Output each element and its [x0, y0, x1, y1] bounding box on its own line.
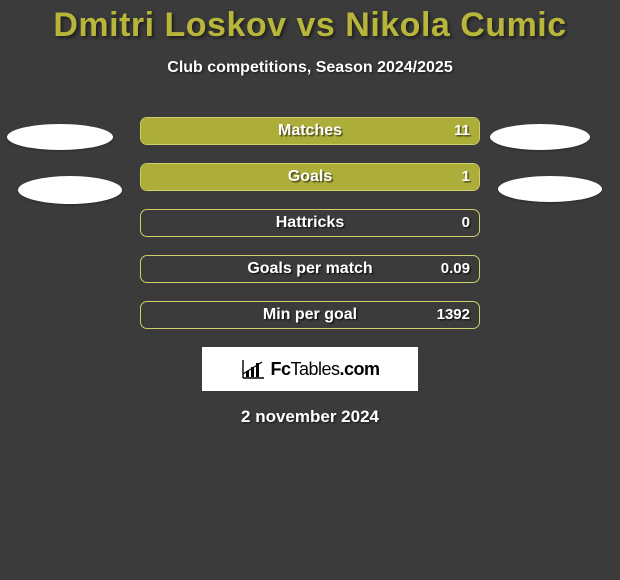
- bar-fill: [141, 164, 479, 190]
- bar-track: [140, 117, 480, 145]
- bar-fill: [141, 118, 479, 144]
- page-title: Dmitri Loskov vs Nikola Cumic: [0, 0, 620, 45]
- logo-part2: Tables: [290, 359, 339, 379]
- comparison-card: Dmitri Loskov vs Nikola Cumic Club compe…: [0, 0, 620, 580]
- bar-track: [140, 209, 480, 237]
- decorative-ellipse: [490, 124, 590, 150]
- stat-row: Min per goal1392: [0, 301, 620, 329]
- logo-text: FcTables.com: [270, 359, 379, 380]
- logo-badge[interactable]: FcTables.com: [202, 347, 418, 391]
- stat-row: Goals per match0.09: [0, 255, 620, 283]
- bar-track: [140, 163, 480, 191]
- logo-part1: Fc: [270, 359, 290, 379]
- decorative-ellipse: [7, 124, 113, 150]
- decorative-ellipse: [18, 176, 122, 204]
- logo-part3: .com: [340, 359, 380, 379]
- bar-track: [140, 255, 480, 283]
- bar-chart-icon: [240, 358, 266, 380]
- subtitle: Club competitions, Season 2024/2025: [0, 59, 620, 77]
- bar-track: [140, 301, 480, 329]
- stat-row: Hattricks0: [0, 209, 620, 237]
- decorative-ellipse: [498, 176, 602, 202]
- logo-inner: FcTables.com: [240, 358, 379, 380]
- date-label: 2 november 2024: [0, 407, 620, 427]
